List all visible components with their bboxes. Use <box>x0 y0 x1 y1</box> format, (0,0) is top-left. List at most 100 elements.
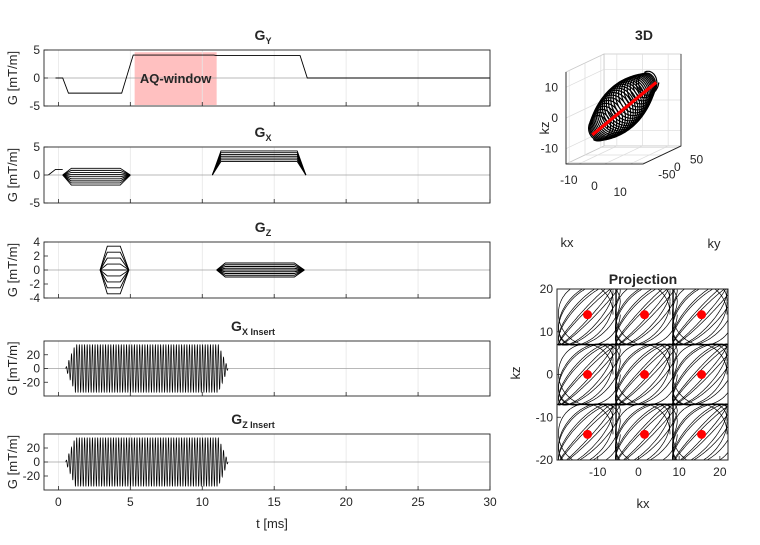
gx-lobe-0-trace <box>62 174 131 186</box>
kz-tick-label: -10 <box>541 142 559 156</box>
gz-ytick-label: -2 <box>29 277 40 291</box>
projection-ytick-label: 0 <box>546 368 553 382</box>
gz-lobe-0-trace <box>99 269 130 289</box>
time-xtick-label: 0 <box>55 495 62 509</box>
gy-trace <box>55 54 490 94</box>
gzi-ytick-label: -20 <box>23 469 41 483</box>
gz-traces <box>99 245 305 295</box>
projection-x-label: kx <box>637 496 651 511</box>
kx-tick-label: 10 <box>613 185 627 199</box>
gx-ylabel: G [mT/m] <box>5 148 20 202</box>
gx-lobe-0-trace <box>62 174 131 180</box>
ky-axis-line <box>642 145 682 165</box>
gz-lobe-1-trace <box>216 269 305 276</box>
gx-lobe-1-trace <box>211 161 307 176</box>
gx-lobe-1-trace <box>211 157 307 176</box>
projection-xtick-label: 10 <box>672 465 686 479</box>
gz-title-sub: Z <box>266 228 272 238</box>
helix-trace <box>589 72 657 142</box>
gx-lobe-0-trace <box>62 172 131 176</box>
gz-title-main: G <box>255 219 266 235</box>
gx-lobe-0-trace <box>62 174 131 184</box>
projection-point <box>640 370 650 379</box>
kx-axis-label: kx <box>561 235 575 250</box>
panel-gz: 420-2-4 G [mT/m] GZ <box>5 219 491 305</box>
projection-xtick-label: -10 <box>589 465 607 479</box>
panel-gx: 5 0 -5 G [mT/m] GX <box>5 124 491 210</box>
gy-title-main: G <box>255 27 266 43</box>
gx-lobe-0-trace <box>62 174 131 182</box>
gz-lobe-1-trace <box>216 267 305 271</box>
gx-title: GX <box>255 124 272 143</box>
gy-ytick-label: 5 <box>33 43 40 57</box>
title-projection: Projection <box>609 271 677 287</box>
gx-ytick-label: 5 <box>33 140 40 154</box>
projection-loop <box>559 403 621 460</box>
gy-ylabel: G [mT/m] <box>5 51 20 105</box>
projection-loop <box>616 403 678 460</box>
kz-tick-label: 10 <box>545 80 559 94</box>
projection-loop <box>558 289 621 346</box>
projection-point <box>640 310 650 320</box>
projection-loop <box>674 404 728 460</box>
projection-point <box>697 310 707 320</box>
gz-lobe-0-trace <box>99 269 130 277</box>
gx-lobe-1-trace <box>211 150 307 176</box>
gz-lobe-0-trace <box>99 263 130 271</box>
gy-ytick-label: -5 <box>29 99 40 113</box>
projection-point <box>583 310 593 320</box>
gz-lobe-1-trace <box>216 269 305 273</box>
panel-gx-insert: 200-20G [mT/m] GX Insert <box>5 318 491 397</box>
gzi-ytick-label: 0 <box>33 455 40 469</box>
ky-tick-label: 50 <box>690 153 704 167</box>
ky-tick-label: -50 <box>658 168 676 182</box>
gxi-ytick-label: -20 <box>23 375 41 389</box>
gy-traces <box>55 54 490 94</box>
gz-ytick-label: -4 <box>29 291 40 305</box>
grid-line <box>565 130 605 149</box>
grid-line <box>565 69 605 88</box>
projection-point <box>697 370 707 379</box>
projection-xtick-label: 0 <box>635 465 642 479</box>
helix-trace <box>588 72 660 141</box>
panel-gy: 5 0 -5 G [mT/m] GY AQ-window <box>5 27 491 113</box>
gxi-title-sub: X Insert <box>242 327 275 337</box>
time-xtick-label: 10 <box>196 495 210 509</box>
gz-lobe-1-trace <box>216 266 305 271</box>
trajectory-3d <box>587 70 660 142</box>
projection-loop <box>558 289 621 346</box>
gz-lobe-1-trace <box>216 264 305 271</box>
projection-ytick-label: -10 <box>536 410 554 424</box>
gz-lobe-0-trace <box>99 269 130 295</box>
time-xtick-label: 20 <box>339 495 353 509</box>
gzi-ytick-label: 20 <box>27 441 41 455</box>
gy-ytick-label: 0 <box>33 71 40 85</box>
gx-lobe-1-trace <box>211 155 307 176</box>
gzi-ylabel: G [mT/m] <box>5 435 20 489</box>
projection-loop <box>558 403 621 460</box>
gx-traces <box>48 150 307 186</box>
gzi-title: GZ Insert <box>231 411 274 430</box>
x-axis-label: t [ms] <box>256 516 288 531</box>
aq-window-label: AQ-window <box>140 71 212 86</box>
projection-y-label: kz <box>508 367 523 380</box>
title-3d: 3D <box>635 27 653 43</box>
time-xtick-label: 25 <box>411 495 425 509</box>
gx-lobe-0-trace <box>62 167 131 176</box>
gxi-title: GX Insert <box>231 318 275 337</box>
gxi-ytick-label: 20 <box>27 348 41 362</box>
ky-axis-label: ky <box>708 236 722 251</box>
panel-projection: Projection kz kx -10 0 10 20 20 10 0 -10 -20 <box>508 271 729 511</box>
gz-ytick-label: 0 <box>33 263 40 277</box>
gz-lobe-0-trace <box>99 251 130 271</box>
gxi-ylabel: G [mT/m] <box>5 341 20 395</box>
gzi-oscillation <box>65 437 229 487</box>
gz-lobe-0-trace <box>99 269 130 283</box>
aq-window-region <box>134 52 217 105</box>
gz-lobe-0-trace <box>99 257 130 271</box>
kx-tick-label: -10 <box>560 173 578 187</box>
gz-ylabel: G [mT/m] <box>5 243 20 297</box>
gx-title-sub: X <box>265 133 271 143</box>
projection-loop <box>558 343 621 406</box>
